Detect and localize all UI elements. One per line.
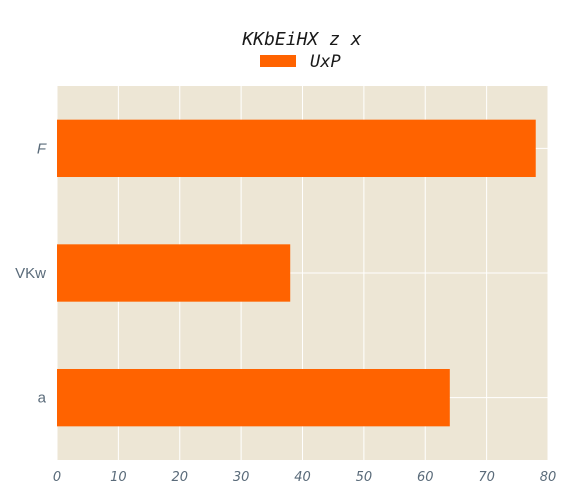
y-tick-label-a: a — [38, 390, 47, 407]
bar-VKw — [57, 244, 291, 302]
chart-title: KKbEiHX z x — [241, 29, 361, 50]
y-tick-label-F: F — [37, 140, 47, 157]
bars — [57, 119, 536, 427]
x-axis-tick-labels: 0 10 20 30 40 50 60 70 80 — [53, 470, 556, 485]
x-tick-label-30: 30 — [233, 470, 250, 485]
legend-swatch-uxp — [260, 55, 296, 67]
y-tick-label-VKw: VKw — [15, 265, 46, 282]
x-tick-label-10: 10 — [110, 470, 127, 485]
legend: UxP — [260, 52, 341, 72]
x-tick-label-80: 80 — [540, 470, 557, 485]
x-tick-label-50: 50 — [356, 470, 373, 485]
bar-a — [57, 368, 450, 427]
y-axis-tick-labels: F VKw a — [15, 140, 47, 406]
x-tick-label-70: 70 — [478, 470, 495, 485]
x-tick-label-40: 40 — [294, 470, 311, 485]
x-tick-label-20: 20 — [171, 470, 188, 485]
bar-F — [57, 119, 536, 178]
legend-label-uxp: UxP — [310, 52, 341, 72]
x-tick-label-0: 0 — [53, 470, 61, 485]
x-tick-label-60: 60 — [417, 470, 434, 485]
